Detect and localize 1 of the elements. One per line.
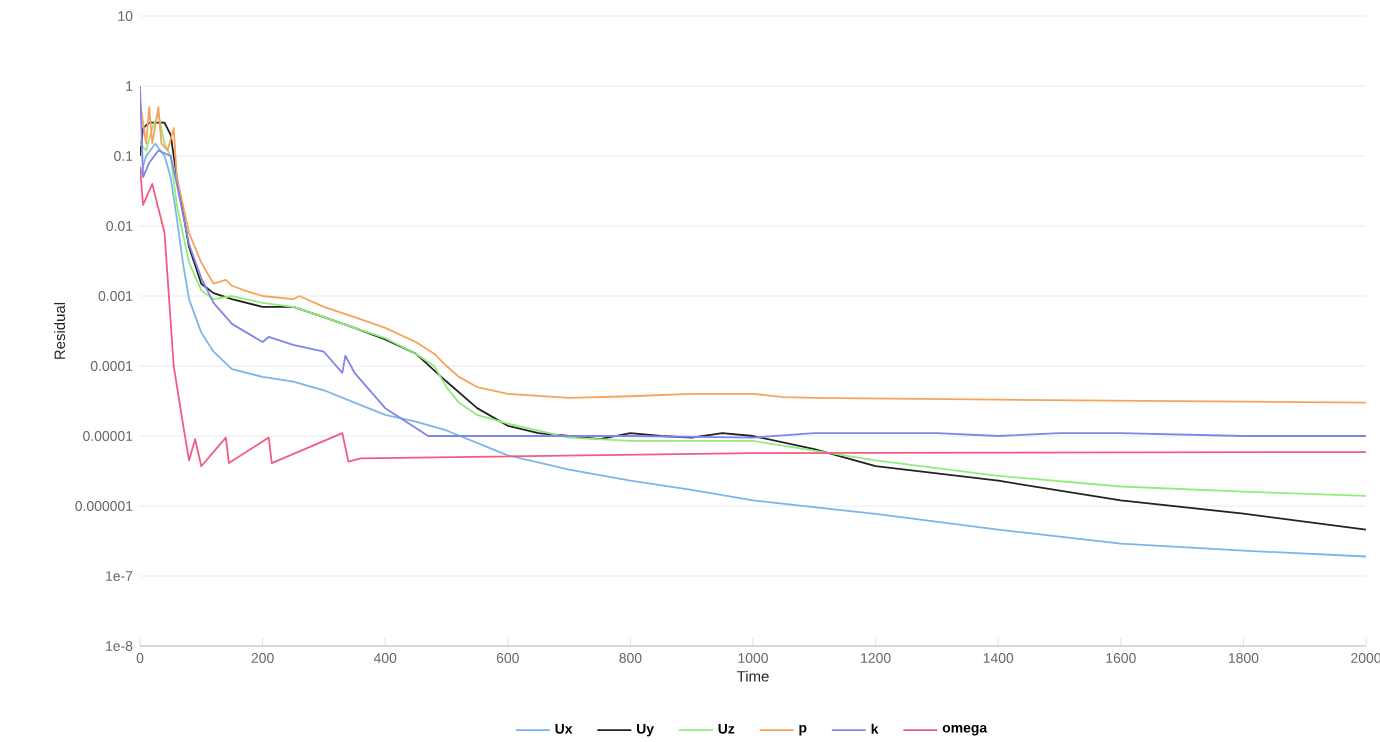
line-series	[140, 165, 1367, 468]
